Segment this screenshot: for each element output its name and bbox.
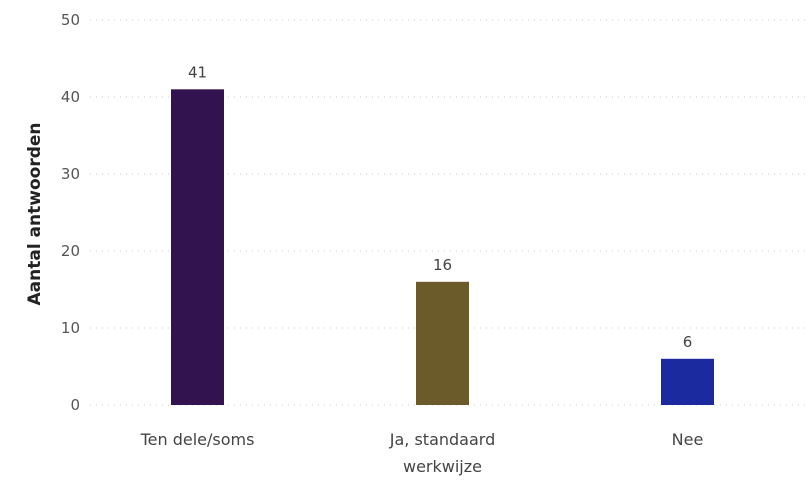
y-tick-label: 20	[61, 242, 80, 260]
bar[interactable]	[171, 89, 224, 406]
bars	[171, 89, 714, 406]
data-label: 16	[433, 256, 452, 274]
y-tick-label: 40	[61, 88, 80, 106]
data-labels: 41 16 6	[188, 63, 693, 351]
y-axis-title: Aantal antwoorden	[25, 122, 45, 305]
x-category-label: Nee	[672, 430, 704, 449]
bar[interactable]	[416, 281, 469, 405]
y-axis-ticks: 0 10 20 30 40 50	[61, 11, 80, 414]
y-tick-label: 10	[61, 319, 80, 337]
y-tick-label: 30	[61, 165, 80, 183]
data-label: 6	[683, 333, 693, 351]
y-tick-label: 50	[61, 11, 80, 29]
data-label: 41	[188, 63, 207, 81]
x-axis-categories: Ten dele/soms Ja, standaard werkwijze Nee	[140, 430, 704, 476]
y-tick-label: 0	[70, 396, 80, 414]
x-category-label: Ja, standaard	[389, 430, 495, 449]
x-category-label: werkwijze	[403, 457, 482, 476]
bar[interactable]	[661, 358, 714, 405]
x-category-label: Ten dele/soms	[140, 430, 255, 449]
